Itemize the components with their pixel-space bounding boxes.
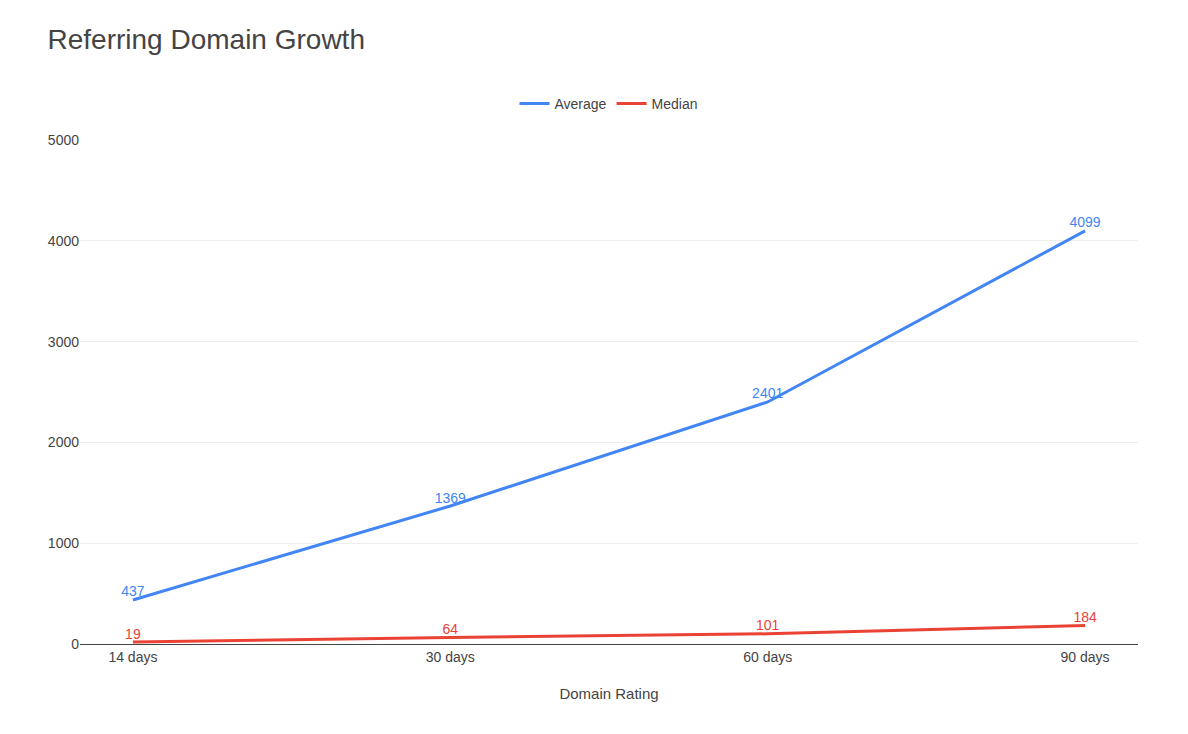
svg-text:1369: 1369 (435, 490, 466, 506)
svg-text:64: 64 (443, 621, 459, 637)
svg-text:19: 19 (125, 626, 141, 642)
svg-text:184: 184 (1073, 609, 1097, 625)
svg-text:30 days: 30 days (426, 649, 475, 665)
svg-text:5000: 5000 (48, 132, 79, 148)
svg-text:1000: 1000 (48, 535, 79, 551)
svg-text:0: 0 (71, 636, 79, 652)
svg-text:14 days: 14 days (108, 649, 157, 665)
svg-text:3000: 3000 (48, 334, 79, 350)
svg-text:101: 101 (756, 617, 780, 633)
svg-text:60 days: 60 days (743, 649, 792, 665)
svg-text:Referring Domain Growth: Referring Domain Growth (48, 24, 365, 55)
svg-text:4099: 4099 (1070, 214, 1101, 230)
svg-text:437: 437 (121, 583, 145, 599)
svg-text:Average: Average (555, 96, 607, 112)
svg-text:Domain Rating: Domain Rating (559, 685, 658, 702)
svg-text:2000: 2000 (48, 434, 79, 450)
svg-text:Median: Median (652, 96, 698, 112)
svg-text:90 days: 90 days (1061, 649, 1110, 665)
svg-text:4000: 4000 (48, 233, 79, 249)
svg-text:2401: 2401 (752, 385, 783, 401)
